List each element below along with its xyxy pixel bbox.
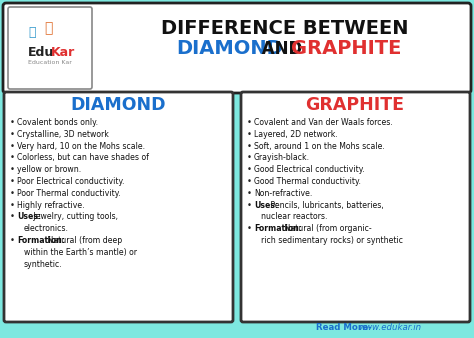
Text: Grayish-black.: Grayish-black. xyxy=(254,153,310,162)
FancyBboxPatch shape xyxy=(8,7,92,89)
Text: Education Kar: Education Kar xyxy=(28,61,72,66)
FancyBboxPatch shape xyxy=(3,3,471,93)
Text: Edu: Edu xyxy=(28,47,54,59)
Text: •: • xyxy=(10,200,15,210)
Text: rich sedimentary rocks) or synthetic: rich sedimentary rocks) or synthetic xyxy=(261,236,403,245)
Text: •: • xyxy=(247,189,252,198)
Text: Natural (from deep: Natural (from deep xyxy=(45,236,122,245)
Text: •: • xyxy=(247,200,252,210)
Text: DIAMOND: DIAMOND xyxy=(70,96,166,114)
Text: within the Earth’s mantle) or: within the Earth’s mantle) or xyxy=(24,248,137,257)
Text: •: • xyxy=(10,212,15,221)
Text: Natural (from organic-: Natural (from organic- xyxy=(282,224,372,233)
Text: Non-refractive.: Non-refractive. xyxy=(254,189,312,198)
Text: Highly refractive.: Highly refractive. xyxy=(17,200,85,210)
Text: •: • xyxy=(247,165,252,174)
Text: Covalent and Van der Waals forces.: Covalent and Van der Waals forces. xyxy=(254,118,393,127)
Text: DIAMOND: DIAMOND xyxy=(177,40,283,58)
Text: Pencils, lubricants, batteries,: Pencils, lubricants, batteries, xyxy=(268,200,384,210)
Text: Good Electrical conductivity.: Good Electrical conductivity. xyxy=(254,165,365,174)
Text: Poor Electrical conductivity.: Poor Electrical conductivity. xyxy=(17,177,125,186)
Text: nuclear reactors.: nuclear reactors. xyxy=(261,212,328,221)
Text: Read More-: Read More- xyxy=(316,323,375,333)
Text: AND: AND xyxy=(256,40,308,58)
Text: •: • xyxy=(247,142,252,151)
Text: Colorless, but can have shades of: Colorless, but can have shades of xyxy=(17,153,149,162)
Text: 👤: 👤 xyxy=(28,25,36,39)
Text: synthetic.: synthetic. xyxy=(24,260,63,269)
Text: GRAPHITE: GRAPHITE xyxy=(306,96,404,114)
Text: DIFFERENCE BETWEEN: DIFFERENCE BETWEEN xyxy=(161,20,409,39)
Text: electronics.: electronics. xyxy=(24,224,69,233)
Text: 👤: 👤 xyxy=(44,21,52,35)
Text: Uses:: Uses: xyxy=(254,200,278,210)
Text: •: • xyxy=(247,118,252,127)
Text: •: • xyxy=(10,118,15,127)
Text: •: • xyxy=(10,153,15,162)
Text: Crystalline, 3D network: Crystalline, 3D network xyxy=(17,130,109,139)
Text: Soft, around 1 on the Mohs scale.: Soft, around 1 on the Mohs scale. xyxy=(254,142,385,151)
Text: Kar: Kar xyxy=(51,47,75,59)
Text: •: • xyxy=(10,130,15,139)
FancyBboxPatch shape xyxy=(241,92,470,322)
Text: •: • xyxy=(247,224,252,233)
Text: •: • xyxy=(10,236,15,245)
Text: GRAPHITE: GRAPHITE xyxy=(291,40,401,58)
Text: Formation:: Formation: xyxy=(254,224,302,233)
FancyBboxPatch shape xyxy=(4,92,233,322)
Text: •: • xyxy=(10,165,15,174)
Text: Uses:: Uses: xyxy=(17,212,41,221)
Text: •: • xyxy=(10,189,15,198)
Text: yellow or brown.: yellow or brown. xyxy=(17,165,81,174)
Text: •: • xyxy=(247,130,252,139)
Text: •: • xyxy=(10,142,15,151)
Text: Good Thermal conductivity.: Good Thermal conductivity. xyxy=(254,177,361,186)
Text: Very hard, 10 on the Mohs scale.: Very hard, 10 on the Mohs scale. xyxy=(17,142,145,151)
Text: Layered, 2D network.: Layered, 2D network. xyxy=(254,130,338,139)
Text: •: • xyxy=(247,177,252,186)
Text: •: • xyxy=(247,153,252,162)
Text: Jewelry, cutting tools,: Jewelry, cutting tools, xyxy=(31,212,118,221)
Text: Covalent bonds only.: Covalent bonds only. xyxy=(17,118,98,127)
Text: •: • xyxy=(10,177,15,186)
Text: Formation:: Formation: xyxy=(17,236,65,245)
Text: Poor Thermal conductivity.: Poor Thermal conductivity. xyxy=(17,189,121,198)
Text: www.edukar.in: www.edukar.in xyxy=(358,323,421,333)
